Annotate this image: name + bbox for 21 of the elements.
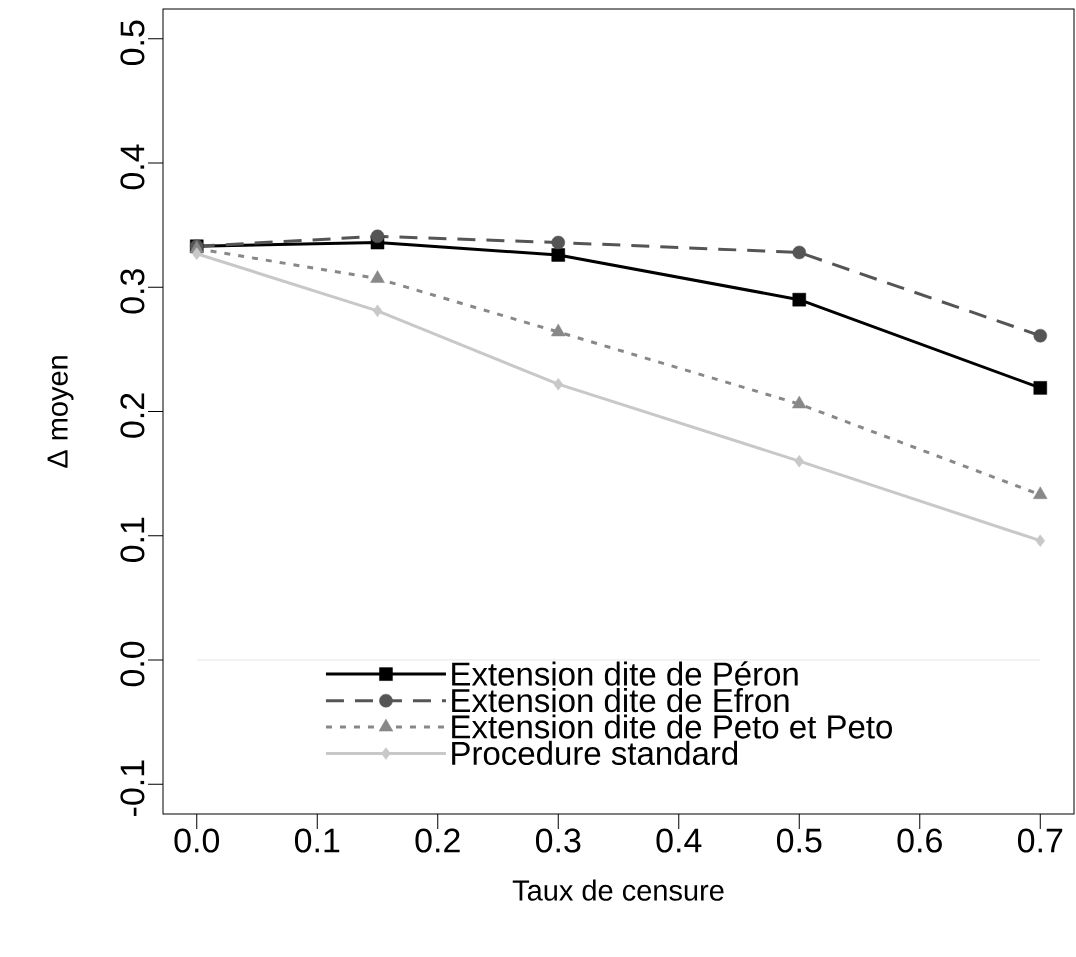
legend-label: Procedure standard: [452, 740, 738, 766]
y-tick-label: 0.4: [120, 144, 145, 190]
x-tick-label: 0.4: [656, 828, 702, 853]
y-tick-label: -0.1: [120, 760, 145, 816]
x-tick-label: 0.3: [535, 828, 581, 853]
x-tick-label: 0.0: [174, 828, 220, 853]
y-axis-title: Δ moyen: [47, 356, 74, 468]
legend-label: Extension dite de Peto et Peto: [452, 714, 892, 739]
x-tick-label: 0.7: [1017, 828, 1063, 853]
legend-label: Extension dite de Péron: [452, 661, 798, 686]
y-tick-label: 0.2: [120, 393, 145, 438]
y-tick-label: 0.3: [120, 269, 145, 314]
y-tick-label: 0.5: [120, 20, 145, 66]
y-tick-label: 0.0: [120, 641, 145, 687]
x-tick-label: 0.2: [415, 828, 460, 853]
x-tick-label: 0.6: [897, 828, 942, 853]
y-tick-label: 0.1: [120, 517, 145, 563]
x-axis-title: Taux de censure: [512, 879, 724, 901]
x-tick-label: 0.5: [776, 828, 822, 853]
x-tick-label: 0.1: [294, 828, 340, 853]
legend-label: Extension dite de Efron: [452, 688, 789, 713]
